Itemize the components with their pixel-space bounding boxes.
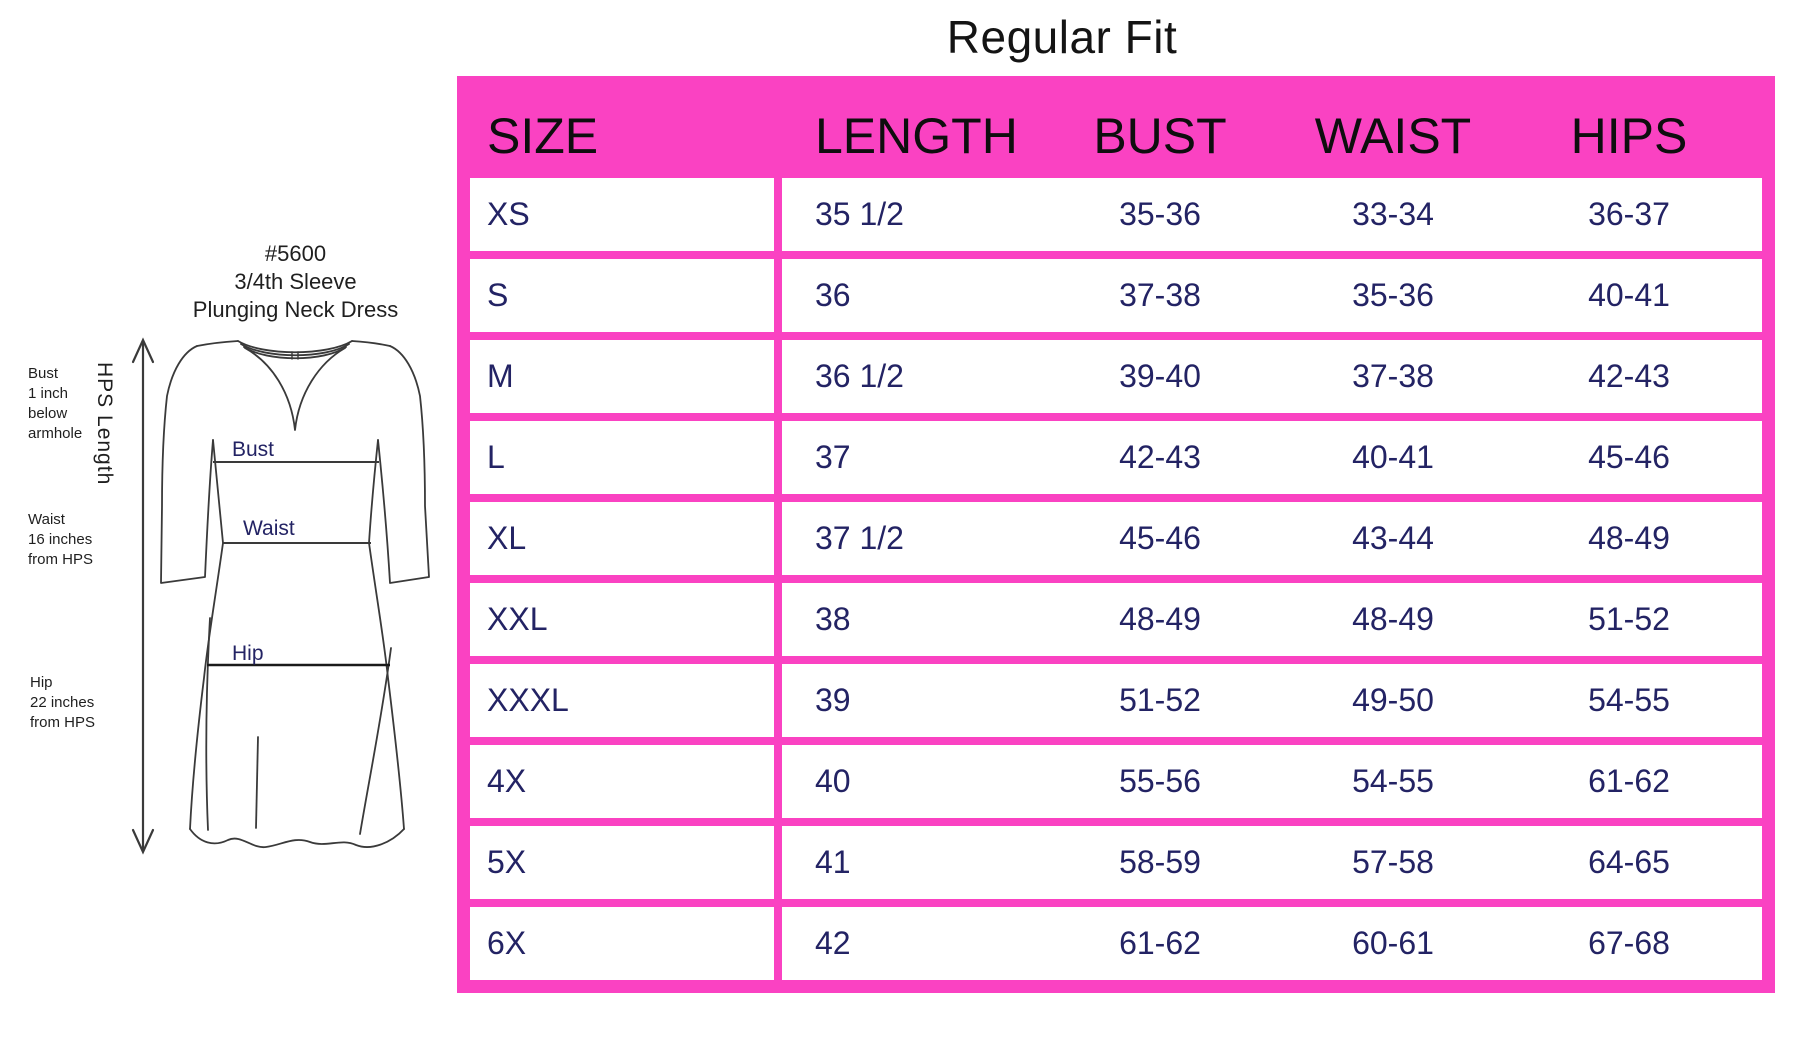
- hps-length-label: HPS Length: [93, 362, 116, 486]
- cell-hips: 45-46: [1588, 439, 1670, 475]
- header-length: LENGTH: [815, 108, 1018, 164]
- cell-length: 41: [815, 844, 851, 880]
- cell-waist: 37-38: [1352, 358, 1434, 394]
- table-row: L 37 42-43 40-41 45-46: [470, 421, 1762, 494]
- header-size: SIZE: [487, 108, 599, 164]
- cell-length: 36 1/2: [815, 358, 904, 394]
- header-waist: WAIST: [1314, 108, 1472, 164]
- table-row: M 36 1/2 39-40 37-38 42-43: [470, 340, 1762, 413]
- cell-waist: 40-41: [1352, 439, 1434, 475]
- cell-hips: 54-55: [1588, 682, 1670, 718]
- cell-size: 6X: [470, 907, 782, 980]
- cell-length: 39: [815, 682, 851, 718]
- cell-bust: 37-38: [1119, 277, 1201, 313]
- header-hips: HIPS: [1570, 108, 1688, 164]
- cell-bust: 51-52: [1119, 682, 1201, 718]
- page-title: Regular Fit: [946, 11, 1178, 63]
- product-name-line: Plunging Neck Dress: [192, 297, 399, 322]
- cell-waist: 49-50: [1352, 682, 1434, 718]
- cell-size: XXL: [470, 583, 782, 656]
- cell-hips: 61-62: [1588, 763, 1670, 799]
- cell-size: 5X: [470, 826, 782, 899]
- size-chart-table: SIZE LENGTH BUST WAIST HIPS XS 35 1/2 35…: [457, 76, 1775, 993]
- waist-note-line: Waist: [28, 511, 65, 528]
- bust-note: Bust 1 inch below armhole: [28, 364, 82, 444]
- cell-size: L: [470, 421, 782, 494]
- cell-length: 37: [815, 439, 851, 475]
- cell-waist: 48-49: [1352, 601, 1434, 637]
- bust-note-line: Bust: [28, 365, 59, 382]
- table-body: XS 35 1/2 35-36 33-34 36-37 S 36 37-38 3…: [470, 178, 1762, 980]
- cell-hips: 51-52: [1588, 601, 1670, 637]
- cell-size: 4X: [470, 745, 782, 818]
- cell-size: S: [470, 259, 782, 332]
- cell-waist: 54-55: [1352, 763, 1434, 799]
- cell-size: XXXL: [470, 664, 782, 737]
- bust-line-label: Bust: [232, 438, 275, 461]
- waist-line-label: Waist: [243, 517, 295, 540]
- hip-note-line: 22 inches: [30, 694, 95, 711]
- product-style-number: #5600: [264, 241, 327, 266]
- dress-diagram: #5600 3/4th Sleeve Plunging Neck Dress H…: [0, 0, 460, 1038]
- table-row: 5X 41 58-59 57-58 64-65: [470, 826, 1762, 899]
- cell-waist: 43-44: [1352, 520, 1434, 556]
- dress-line-drawing: [131, 337, 430, 855]
- cell-size: M: [470, 340, 782, 413]
- cell-length: 36: [815, 277, 851, 313]
- bust-note-line: 1 inch: [28, 385, 69, 402]
- cell-bust: 42-43: [1119, 439, 1201, 475]
- product-sleeve-line: 3/4th Sleeve: [234, 269, 357, 294]
- cell-bust: 35-36: [1119, 196, 1201, 232]
- cell-hips: 36-37: [1588, 196, 1670, 232]
- cell-bust: 48-49: [1119, 601, 1201, 637]
- cell-waist: 57-58: [1352, 844, 1434, 880]
- cell-length: 35 1/2: [815, 196, 904, 232]
- cell-waist: 35-36: [1352, 277, 1434, 313]
- cell-bust: 39-40: [1119, 358, 1201, 394]
- cell-size: XS: [470, 178, 782, 251]
- cell-bust: 61-62: [1119, 925, 1201, 961]
- table-row: XXL 38 48-49 48-49 51-52: [470, 583, 1762, 656]
- cell-length: 42: [815, 925, 851, 961]
- bust-note-line: below: [28, 405, 68, 422]
- cell-hips: 64-65: [1588, 844, 1670, 880]
- cell-bust: 58-59: [1119, 844, 1201, 880]
- cell-length: 38: [815, 601, 851, 637]
- waist-note-line: from HPS: [28, 551, 94, 568]
- cell-hips: 40-41: [1588, 277, 1670, 313]
- cell-hips: 48-49: [1588, 520, 1670, 556]
- cell-hips: 42-43: [1588, 358, 1670, 394]
- cell-waist: 60-61: [1352, 925, 1434, 961]
- hip-note-line: Hip: [30, 674, 53, 691]
- measurement-lines: [207, 461, 390, 667]
- table-row: S 36 37-38 35-36 40-41: [470, 259, 1762, 332]
- bust-note-line: armhole: [28, 425, 83, 442]
- hip-note-line: from HPS: [30, 714, 96, 731]
- cell-length: 37 1/2: [815, 520, 904, 556]
- cell-length: 40: [815, 763, 851, 799]
- cell-bust: 55-56: [1119, 763, 1201, 799]
- cell-bust: 45-46: [1119, 520, 1201, 556]
- waist-note-line: 16 inches: [28, 531, 93, 548]
- hip-note: Hip 22 inches from HPS: [30, 673, 95, 733]
- table-row: 4X 40 55-56 54-55 61-62: [470, 745, 1762, 818]
- table-row: XXXL 39 51-52 49-50 54-55: [470, 664, 1762, 737]
- cell-size: XL: [470, 502, 782, 575]
- hip-line-label: Hip: [232, 642, 264, 665]
- cell-hips: 67-68: [1588, 925, 1670, 961]
- product-title: #5600 3/4th Sleeve Plunging Neck Dress: [93, 240, 498, 324]
- table-row: XS 35 1/2 35-36 33-34 36-37: [470, 178, 1762, 251]
- table-header-row: SIZE LENGTH BUST WAIST HIPS: [470, 76, 1762, 178]
- table-row: XL 37 1/2 45-46 43-44 48-49: [470, 502, 1762, 575]
- header-bust: BUST: [1093, 108, 1227, 164]
- cell-waist: 33-34: [1352, 196, 1434, 232]
- table-row: 6X 42 61-62 60-61 67-68: [470, 907, 1762, 980]
- hps-length-arrow: [131, 337, 155, 855]
- waist-note: Waist 16 inches from HPS: [28, 510, 93, 570]
